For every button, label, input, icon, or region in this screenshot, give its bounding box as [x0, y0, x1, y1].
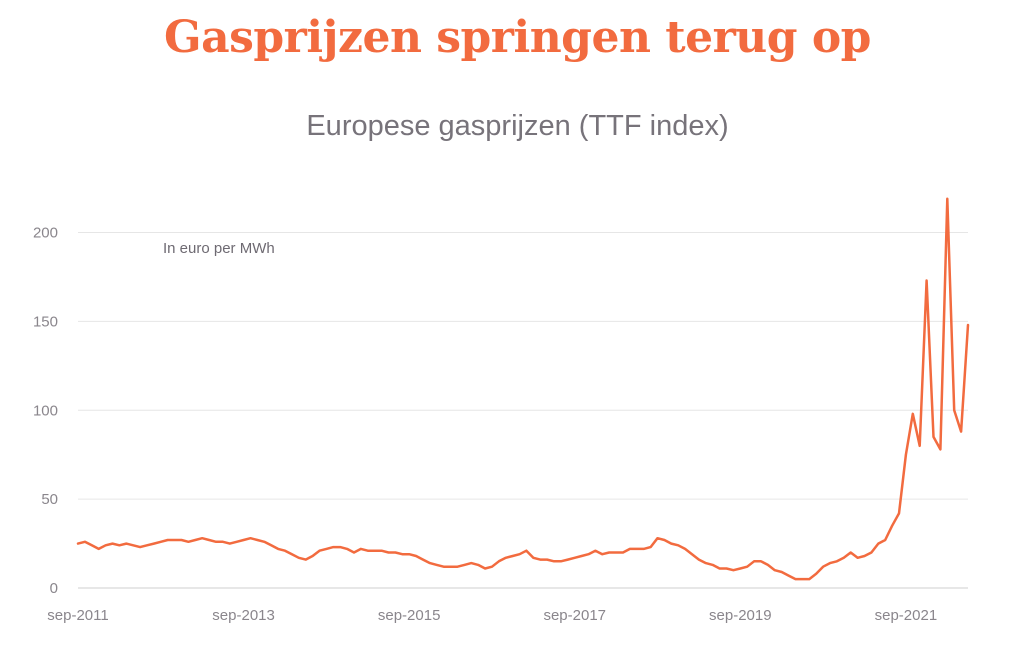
- y-tick-label: 200: [33, 225, 58, 242]
- x-tick-label: sep-2017: [543, 607, 606, 624]
- gridlines: [78, 232, 968, 589]
- x-tick-label: sep-2021: [875, 607, 938, 624]
- y-tick-label: 50: [41, 491, 58, 508]
- x-tick-label: sep-2011: [47, 607, 108, 624]
- y-tick-label: 150: [33, 313, 58, 330]
- headline: Gasprijzen springen terug op: [164, 12, 871, 63]
- x-axis-ticks: sep-2011 sep-2013 sep-2015 sep-2017 sep-2019…: [47, 607, 937, 624]
- series-layer: [76, 197, 970, 581]
- series-line-0: [76, 197, 970, 581]
- x-tick-label: sep-2015: [378, 607, 441, 624]
- y-tick-label: 100: [33, 402, 58, 419]
- y-axis-ticks: 0 50 100 150 200: [33, 225, 58, 597]
- x-tick-label: sep-2019: [709, 607, 772, 624]
- y-tick-label: 0: [50, 580, 58, 597]
- unit-annotation: In euro per MWh: [163, 240, 275, 257]
- x-tick-label: sep-2013: [212, 607, 275, 624]
- chart-title: Europese gasprijzen (TTF index): [306, 110, 729, 142]
